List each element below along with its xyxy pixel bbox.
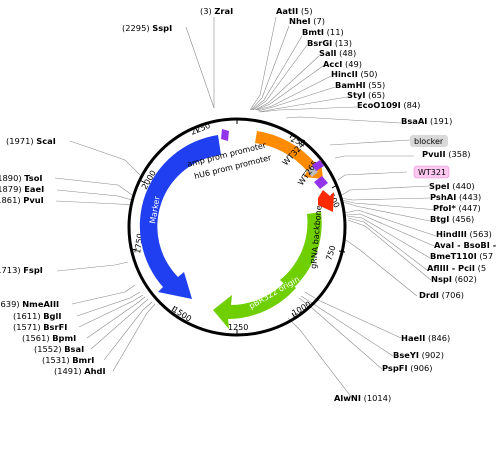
site-pshai[interactable]: PshAI (443)	[430, 192, 481, 202]
site-hincii[interactable]: HincII (50)	[331, 69, 377, 79]
site-scai[interactable]: (1971) ScaI	[6, 136, 56, 146]
site-bgli[interactable]: (1611) BglI	[13, 311, 61, 321]
site-pvui[interactable]: (1861) PvuI	[0, 195, 44, 205]
site-afliii-pcii[interactable]: AflIII - PciI (5	[427, 263, 486, 273]
site-bsaai[interactable]: BsaAI (191)	[401, 116, 452, 126]
site-spei[interactable]: SpeI (440)	[429, 181, 475, 191]
site-ahdi[interactable]: (1491) AhdI	[54, 366, 106, 376]
tick-marks	[130, 118, 346, 335]
site-sali[interactable]: SalI (48)	[319, 48, 356, 58]
site-hindiii[interactable]: HindIII (563)	[436, 229, 492, 239]
wt324-feature-arrow[interactable]	[255, 131, 323, 179]
site-bmri[interactable]: (1531) BmrI	[42, 355, 94, 365]
site-bsai[interactable]: (1552) BsaI	[34, 344, 84, 354]
site-acci[interactable]: AccI (49)	[323, 59, 362, 69]
leader-lines	[54, 16, 439, 399]
site-bseyi[interactable]: BseYI (902)	[393, 350, 444, 360]
site-btgi[interactable]: BtgI (456)	[430, 214, 474, 224]
purple-marker-1[interactable]	[312, 160, 324, 171]
site-tsoi[interactable]: (1890) TsoI	[0, 173, 43, 183]
site-ecoo109i[interactable]: EcoO109I (84)	[357, 100, 420, 110]
site-drdi[interactable]: DrdI (706)	[419, 290, 464, 300]
wt265-feature-block[interactable]	[307, 165, 318, 177]
site-avai-bsobi[interactable]: AvaI - BsoBI -	[434, 240, 496, 250]
site-styi[interactable]: StyI (65)	[347, 90, 385, 100]
amp-promoter-marker[interactable]	[221, 129, 229, 141]
blocker-box[interactable]	[410, 135, 448, 147]
site-eaei[interactable]: (1879) EaeI	[0, 184, 44, 194]
grna-backbone-feature[interactable]	[280, 212, 322, 290]
site-sspi[interactable]: (2295) SspI	[122, 23, 172, 33]
site-nhei[interactable]: NheI (7)	[289, 16, 325, 26]
tick-label: 1750	[133, 233, 145, 254]
site-alwni[interactable]: AlwNI (1014)	[334, 393, 391, 403]
wt321-label: WT321	[418, 168, 446, 177]
site-bmti[interactable]: BmtI (11)	[302, 27, 344, 37]
tick-label: 750	[324, 244, 337, 261]
tick-label: 1250	[228, 323, 248, 332]
site-bsrfi[interactable]: (1571) BsrFI	[13, 322, 67, 332]
site-bsrgi[interactable]: BsrGI (13)	[307, 38, 352, 48]
pbr322-origin-arrow[interactable]	[213, 280, 296, 329]
site-haeii[interactable]: HaeII (846)	[401, 333, 450, 343]
wt321-box[interactable]	[413, 165, 450, 179]
site-zrai[interactable]: (3) ZraI	[200, 6, 233, 16]
blocker-label: blocker	[414, 137, 444, 146]
site-bmet110i[interactable]: BmeT110I (57	[430, 251, 493, 261]
tick-label: 2250	[189, 121, 211, 137]
marker-feature-arrow[interactable]	[139, 135, 221, 299]
site-aatii[interactable]: AatII (5)	[276, 6, 313, 16]
site-bpmi[interactable]: (1561) BpmI	[22, 333, 76, 343]
restriction-sites: (3) ZraI (2295) SspI AatII (5) NheI (7) …	[0, 6, 496, 403]
red-arrow-marker[interactable]	[318, 190, 334, 212]
site-pvuii[interactable]: PvuII (358)	[422, 149, 471, 159]
site-nspi[interactable]: NspI (602)	[431, 274, 477, 284]
site-bamhi[interactable]: BamHI (55)	[335, 80, 385, 90]
site-pfoi[interactable]: PfoI* (447)	[433, 203, 481, 213]
site-nmeaiii[interactable]: (1639) NmeAIII	[0, 299, 59, 309]
site-fspi[interactable]: (1713) FspI	[0, 265, 43, 275]
purple-marker-2[interactable]	[314, 176, 328, 189]
site-pspfi[interactable]: PspFI (906)	[382, 363, 433, 373]
